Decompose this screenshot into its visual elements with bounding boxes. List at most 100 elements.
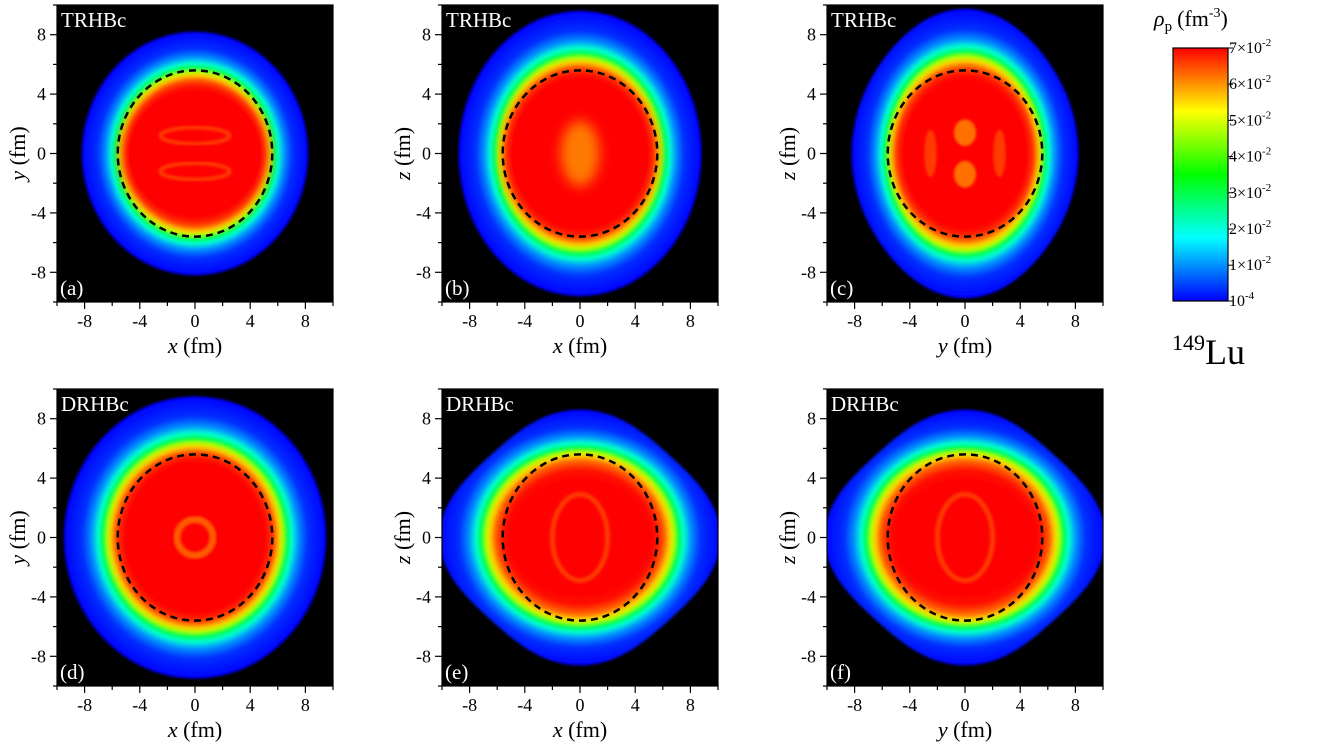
y-tick-label: 4: [422, 84, 431, 104]
panel-tag: (f): [830, 660, 851, 684]
y-tick-label: 4: [37, 468, 46, 488]
y-axis-title: z (fm): [390, 511, 415, 565]
x-tick-label: 0: [576, 695, 585, 715]
colorbar-tick-label: 10-4: [1229, 290, 1255, 310]
x-axis-title: y (fm): [936, 717, 992, 742]
central-bump: [560, 120, 600, 187]
panel-tag: (e): [445, 660, 468, 684]
x-tick-label: 8: [301, 695, 310, 715]
model-label: TRHBc: [831, 8, 896, 32]
x-axis-title: x (fm): [167, 333, 222, 358]
y-tick-label: -8: [416, 262, 431, 282]
y-tick-label: -8: [801, 262, 816, 282]
density-spot: [953, 160, 977, 188]
y-tick-label: 0: [807, 528, 816, 548]
x-axis-title: x (fm): [552, 717, 607, 742]
y-tick-label: -4: [801, 587, 816, 607]
x-tick-label: 4: [246, 695, 255, 715]
x-axis-title: y (fm): [936, 333, 992, 358]
panel-tag: (d): [60, 660, 85, 684]
reference-circle: [116, 69, 274, 238]
x-tick-label: 8: [686, 695, 695, 715]
reference-circle: [501, 69, 659, 238]
y-tick-label: -4: [31, 587, 46, 607]
reference-circle: [116, 453, 274, 622]
x-tick-label: 0: [576, 311, 585, 331]
panel-tag: (c): [830, 276, 853, 300]
model-label: DRHBc: [446, 392, 514, 416]
y-axis-title: y (fm): [5, 126, 30, 182]
y-tick-label: 4: [807, 84, 816, 104]
x-tick-label: 8: [1071, 695, 1080, 715]
model-label: DRHBc: [61, 392, 129, 416]
x-tick-label: -8: [462, 311, 477, 331]
y-axis-title: z (fm): [775, 127, 800, 181]
colorbar-tick-label: 5×10-2: [1229, 109, 1271, 129]
y-tick-label: 8: [422, 25, 431, 45]
colorbar: 7×10-2 6×10-2 5×10-2 4×10-2 3×10-2 2×10-2 1×10…: [1153, 6, 1271, 310]
central-ring: [173, 516, 217, 559]
x-tick-label: -4: [517, 311, 532, 331]
x-tick-label: 8: [301, 311, 310, 331]
colorbar-tick-label: 4×10-2: [1229, 146, 1271, 166]
y-tick-label: 8: [37, 25, 46, 45]
x-tick-label: 8: [1071, 311, 1080, 331]
panel-b: -8 -8 -4 -4 0 0 4 4 8 8 x (fm) z (fm) TRHBc (b): [390, 4, 719, 358]
y-tick-label: 0: [422, 144, 431, 164]
panel-c: -8 -8 -4 -4 0 0 4 4 8 8 y (fm) z (fm) TRHBc (c): [775, 4, 1104, 358]
y-axis-title: z (fm): [390, 127, 415, 181]
density-core-inner: [902, 79, 1028, 228]
x-tick-label: -8: [462, 695, 477, 715]
colorbar-tick-label: 7×10-2: [1229, 37, 1271, 57]
density-stripe: [993, 129, 1006, 178]
x-tick-label: -4: [132, 311, 147, 331]
y-tick-label: -8: [31, 262, 46, 282]
y-tick-label: 4: [422, 468, 431, 488]
panel-e: -8 -8 -4 -4 0 0 4 4 8 8 x (fm) z (fm) DRHBc (e): [390, 388, 719, 742]
x-tick-label: 8: [686, 311, 695, 331]
y-tick-label: -4: [416, 587, 431, 607]
x-tick-label: 0: [191, 311, 200, 331]
colorbar-title: ρp (fm-3): [1153, 6, 1228, 35]
x-tick-label: -4: [902, 311, 917, 331]
x-tick-label: 4: [246, 311, 255, 331]
y-tick-label: 8: [807, 25, 816, 45]
y-tick-label: -8: [801, 646, 816, 666]
colorbar-tick-label: 2×10-2: [1229, 218, 1271, 238]
panel-tag: (a): [60, 276, 83, 300]
x-tick-label: 0: [961, 311, 970, 331]
model-label: TRHBc: [61, 8, 126, 32]
y-tick-label: 8: [422, 409, 431, 429]
x-tick-label: 4: [1016, 311, 1025, 331]
x-tick-label: -4: [132, 695, 147, 715]
model-label: TRHBc: [446, 8, 511, 32]
density-stripe: [924, 129, 937, 178]
y-tick-label: -4: [801, 203, 816, 223]
x-tick-label: 0: [191, 695, 200, 715]
y-tick-label: 8: [37, 409, 46, 429]
panel-tag: (b): [445, 276, 470, 300]
y-tick-label: -4: [31, 203, 46, 223]
y-tick-label: 0: [37, 144, 46, 164]
y-tick-label: 0: [807, 144, 816, 164]
x-tick-label: 4: [631, 695, 640, 715]
y-tick-label: -4: [416, 203, 431, 223]
x-tick-label: -4: [517, 695, 532, 715]
y-tick-label: 4: [807, 468, 816, 488]
x-tick-label: -8: [77, 695, 92, 715]
reference-circle: [886, 69, 1044, 238]
y-axis-title: y (fm): [5, 510, 30, 566]
y-axis-title: z (fm): [775, 511, 800, 565]
model-label: DRHBc: [831, 392, 899, 416]
y-tick-label: 0: [37, 528, 46, 548]
colorbar-tick-label: 6×10-2: [1229, 73, 1271, 93]
reference-circle: [886, 453, 1044, 622]
density-arc: [158, 161, 232, 182]
x-tick-label: -8: [847, 695, 862, 715]
density-core-inner: [128, 90, 262, 217]
y-tick-label: -8: [31, 646, 46, 666]
x-tick-label: 0: [961, 695, 970, 715]
colorbar-tick-label: 1×10-2: [1229, 254, 1271, 274]
y-tick-label: -8: [416, 646, 431, 666]
panel-a: -8 -8 -4 -4 0 0 4 4 8 8 x (fm) y (fm) TRHBc (a): [5, 4, 334, 358]
